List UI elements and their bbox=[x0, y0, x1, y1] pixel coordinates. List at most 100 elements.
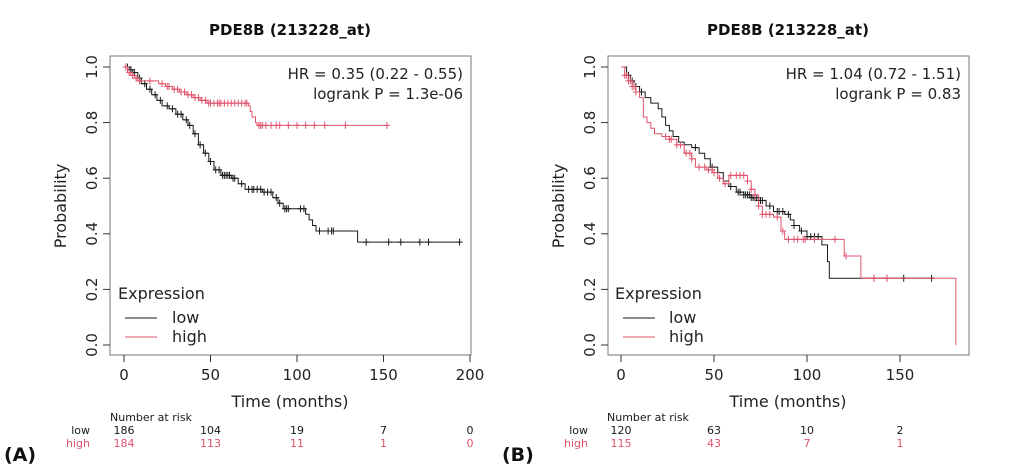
risk-value-high: 1 bbox=[380, 437, 387, 450]
censor-mark-low bbox=[779, 208, 786, 216]
censor-mark-low bbox=[363, 238, 370, 246]
censor-mark-high bbox=[126, 69, 133, 77]
y-axis-label: Probability bbox=[51, 164, 70, 249]
y-tick-label: 0.8 bbox=[581, 111, 599, 135]
y-axis: 0.0 0.2 0.4 0.6 0.8 1.0 bbox=[83, 55, 110, 357]
risk-table: Number at risk low high 186 104 19 7 0 184 113… bbox=[66, 411, 473, 450]
censor-mark-low bbox=[202, 149, 209, 157]
censor-mark-high bbox=[321, 121, 328, 129]
y-tick-label: 0.8 bbox=[83, 111, 101, 135]
x-tick-label: 200 bbox=[456, 366, 485, 384]
censor-mark-high bbox=[883, 274, 890, 282]
censor-mark-low bbox=[790, 221, 797, 229]
censor-mark-low bbox=[197, 141, 204, 149]
censor-mark-high bbox=[744, 177, 751, 185]
censor-mark-low bbox=[425, 238, 432, 246]
x-tick-label: 0 bbox=[616, 366, 626, 384]
censor-mark-high bbox=[740, 171, 747, 179]
censor-mark-high bbox=[688, 155, 695, 163]
censor-mark-high bbox=[129, 71, 136, 79]
censor-mark-high bbox=[802, 235, 809, 243]
censor-mark-high bbox=[727, 171, 734, 179]
censor-mark-high bbox=[662, 133, 669, 140]
x-tick-label: 150 bbox=[369, 366, 398, 384]
censor-mark-high bbox=[632, 88, 639, 96]
risk-value-low: 120 bbox=[611, 424, 632, 437]
risk-value-low: 63 bbox=[707, 424, 721, 437]
censor-mark-low bbox=[164, 102, 171, 110]
risk-value-high: 0 bbox=[467, 437, 474, 450]
y-tick-label: 0.6 bbox=[83, 166, 101, 190]
censor-mark-high bbox=[122, 63, 129, 71]
censor-mark-high bbox=[268, 121, 275, 129]
x-tick-label: 50 bbox=[704, 366, 723, 384]
legend-label-high: high bbox=[669, 327, 704, 346]
censor-mark-low bbox=[216, 166, 223, 174]
censor-mark-low bbox=[186, 121, 193, 129]
risk-row-label-high: high bbox=[66, 437, 90, 450]
censor-mark-low bbox=[273, 194, 280, 202]
y-tick-label: 0.0 bbox=[83, 333, 101, 357]
censor-mark-high bbox=[136, 77, 143, 85]
censor-mark-high bbox=[202, 96, 209, 104]
y-tick-label: 0.4 bbox=[83, 222, 101, 246]
risk-value-high: 1 bbox=[897, 437, 904, 450]
censor-mark-high bbox=[631, 82, 638, 90]
censor-mark-high bbox=[276, 121, 283, 129]
legend-label-high: high bbox=[172, 327, 207, 346]
censor-mark-high bbox=[188, 91, 195, 99]
censor-mark-low bbox=[300, 205, 307, 213]
censor-mark-high bbox=[794, 235, 801, 243]
censor-mark-low bbox=[238, 180, 245, 188]
risk-value-low: 10 bbox=[800, 424, 814, 437]
censor-mark-high bbox=[785, 235, 792, 243]
panel-label-a: (A) bbox=[4, 444, 36, 466]
censor-mark-high bbox=[294, 121, 300, 129]
censor-mark-high bbox=[627, 77, 634, 85]
censor-mark-low bbox=[798, 227, 805, 235]
legend-title: Expression bbox=[118, 284, 205, 303]
censor-mark-low bbox=[416, 238, 423, 246]
censor-mark-high bbox=[843, 252, 850, 260]
survival-curve-high bbox=[621, 66, 957, 345]
risk-table-header: Number at risk bbox=[110, 411, 193, 424]
censor-mark-low bbox=[178, 110, 185, 118]
y-tick-label: 0.2 bbox=[581, 277, 599, 301]
censor-mark-high bbox=[696, 163, 703, 171]
censor-mark-high bbox=[181, 88, 188, 96]
censor-mark-high bbox=[870, 274, 877, 282]
censor-mark-low bbox=[231, 174, 238, 182]
censor-mark-high bbox=[774, 213, 781, 221]
x-tick-label: 0 bbox=[119, 366, 129, 384]
censor-mark-low bbox=[268, 188, 275, 196]
censor-mark-low bbox=[785, 210, 792, 218]
censor-mark-high bbox=[146, 77, 153, 85]
censor-mark-high bbox=[133, 74, 140, 82]
x-axis-label: Time (months) bbox=[729, 392, 847, 411]
censor-mark-high bbox=[716, 174, 723, 182]
censor-mark-low bbox=[257, 185, 264, 193]
risk-values: 120 63 10 2 115 43 7 1 bbox=[611, 424, 904, 450]
risk-value-low: 2 bbox=[897, 424, 904, 437]
censor-mark-high bbox=[748, 185, 755, 193]
risk-value-low: 19 bbox=[290, 424, 304, 437]
risk-value-low: 0 bbox=[467, 424, 474, 437]
risk-row-label-low: low bbox=[71, 424, 90, 437]
y-tick-label: 0.2 bbox=[83, 277, 101, 301]
risk-row-label-high: high bbox=[564, 437, 588, 450]
censor-mark-high bbox=[751, 191, 758, 199]
censor-mark-high bbox=[383, 121, 390, 129]
censor-mark-high bbox=[623, 71, 630, 79]
x-tick-label: 50 bbox=[201, 366, 220, 384]
survival-curves bbox=[122, 63, 463, 246]
censor-mark-high bbox=[311, 121, 318, 129]
censor-mark-high bbox=[285, 121, 292, 129]
censor-mark-low bbox=[316, 227, 323, 235]
chart-title: PDE8B (213228_at) bbox=[209, 21, 371, 39]
censor-mark-high bbox=[831, 235, 838, 243]
censor-mark-high bbox=[668, 135, 675, 143]
censor-mark-low bbox=[157, 96, 164, 104]
censor-mark-high bbox=[243, 99, 250, 107]
